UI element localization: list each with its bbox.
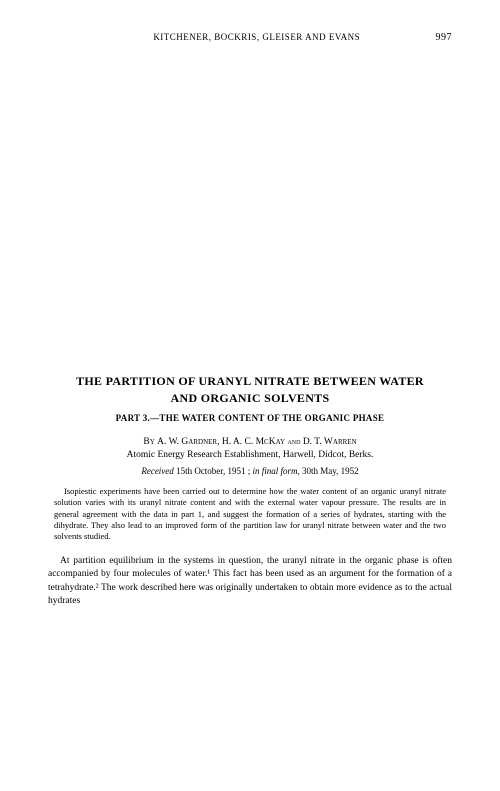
abstract: Isopiestic experiments have been carried… <box>48 486 452 543</box>
dates: Received 15th October, 1951 ; in final f… <box>48 466 452 476</box>
author-3: D. T. Warren <box>303 437 357 447</box>
by-label: By <box>143 437 154 447</box>
and-label: and <box>287 437 300 446</box>
final-label: in final form, <box>252 466 299 476</box>
received-date: 15th October, 1951 ; <box>176 466 252 476</box>
body-paragraph: At partition equilibrium in the systems … <box>48 555 452 608</box>
received-label: Received <box>141 466 173 476</box>
final-date: 30th May, 1952 <box>302 466 359 476</box>
header-authors: KITCHENER, BOCKRIS, GLEISER AND EVANS <box>78 32 436 42</box>
byline: By A. W. Gardner, H. A. C. McKay and D. … <box>48 437 452 447</box>
author-1: A. W. Gardner, <box>157 437 219 447</box>
author-2: H. A. C. McKay <box>222 437 285 447</box>
title-line-2: AND ORGANIC SOLVENTS <box>48 390 452 407</box>
page-header: KITCHENER, BOCKRIS, GLEISER AND EVANS 99… <box>48 32 452 43</box>
affiliation: Atomic Energy Research Establishment, Ha… <box>48 450 452 460</box>
page-number: 997 <box>436 32 453 43</box>
article-content: THE PARTITION OF URANYL NITRATE BETWEEN … <box>48 373 452 608</box>
article-title: THE PARTITION OF URANYL NITRATE BETWEEN … <box>48 373 452 407</box>
title-line-1: THE PARTITION OF URANYL NITRATE BETWEEN … <box>48 373 452 390</box>
article-subtitle: PART 3.—THE WATER CONTENT OF THE ORGANIC… <box>48 413 452 423</box>
